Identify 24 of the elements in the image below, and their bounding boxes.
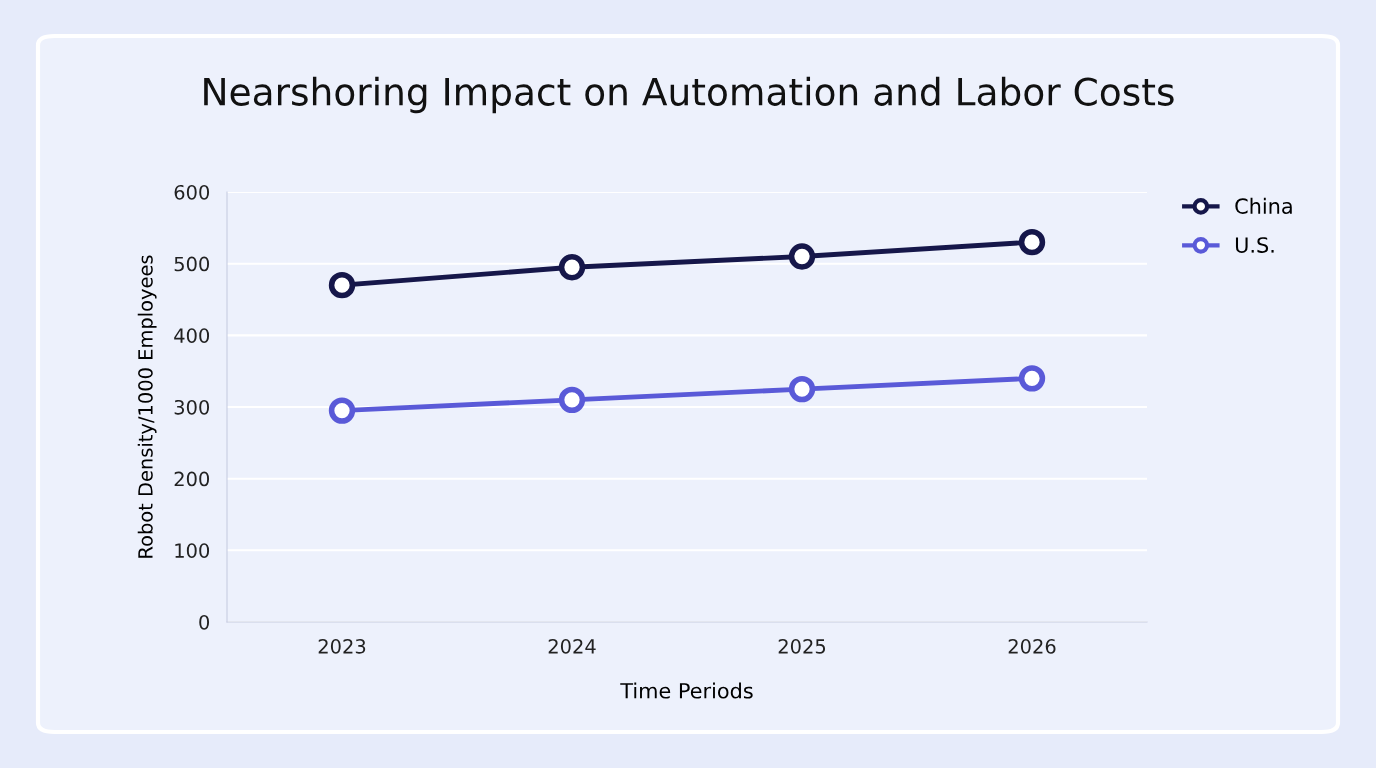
legend-label: U.S. [1235, 237, 1274, 253]
point [328, 397, 356, 424]
point [328, 271, 356, 299]
x-axis-title: Time Periods [620, 682, 753, 699]
point [558, 254, 586, 281]
y-tick-label: 400 [174, 328, 210, 343]
y-tick-label: 500 [174, 256, 210, 272]
x-tick-label: 2023 [318, 639, 366, 654]
y-tick-label: 200 [174, 471, 210, 487]
point [788, 375, 816, 403]
point [1018, 365, 1046, 392]
point [788, 243, 816, 270]
y-tick-label: 300 [174, 399, 210, 415]
x-tick-label: 2024 [548, 639, 596, 654]
y-tick-label: 600 [174, 184, 210, 200]
y-axis-title: Robot Density/1000 Employees [137, 255, 157, 558]
y-tick-label: 0 [199, 614, 210, 630]
y-tick-label: 100 [175, 543, 210, 558]
x-tick-label: 2025 [778, 639, 826, 654]
point [1018, 228, 1046, 256]
chart-title: Nearshoring Impact on Automation and Labor Costs [204, 76, 1174, 114]
legend-label: China [1235, 197, 1292, 214]
x-tick-label: 2026 [1008, 639, 1056, 654]
point [558, 386, 586, 414]
